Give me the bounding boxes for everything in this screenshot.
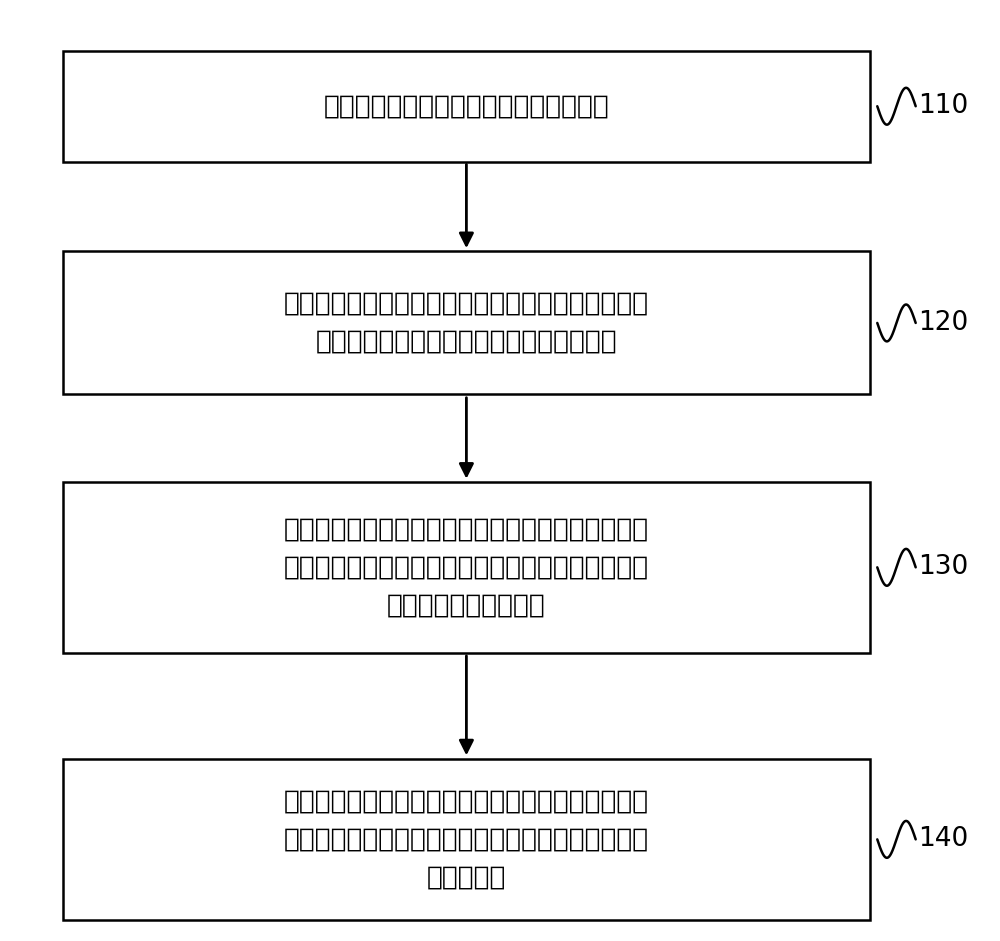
Text: 基于所述目标进路区段，确定所述列车在所述目标进
路区段运行的顶棚速度曲线和目标速度曲线: 基于所述目标进路区段，确定所述列车在所述目标进 路区段运行的顶棚速度曲线和目标速… xyxy=(284,291,649,355)
Bar xyxy=(63,251,870,394)
Text: 110: 110 xyxy=(919,93,969,120)
Text: 120: 120 xyxy=(919,310,969,336)
Text: 基于所述目标惰行区间、所述顶棚速度曲线和所述目
标速度曲线，生成用于控制所述列车的运行状态的目
标控制指令: 基于所述目标惰行区间、所述顶棚速度曲线和所述目 标速度曲线，生成用于控制所述列车… xyxy=(284,789,649,890)
Text: 130: 130 xyxy=(919,554,969,581)
Bar xyxy=(63,482,870,653)
Text: 确定列车在相邻站台之间的目标进路区段: 确定列车在相邻站台之间的目标进路区段 xyxy=(324,93,609,120)
Bar xyxy=(63,758,870,920)
Text: 基于所述顶棚速度曲线和所述目标速度曲线，从所述
目标进路区段中确定目标惰行区间，所述目标惰行区
间对应有目标惰行阈值: 基于所述顶棚速度曲线和所述目标速度曲线，从所述 目标进路区段中确定目标惰行区间，… xyxy=(284,517,649,618)
Bar xyxy=(63,51,870,162)
Text: 140: 140 xyxy=(919,826,969,853)
